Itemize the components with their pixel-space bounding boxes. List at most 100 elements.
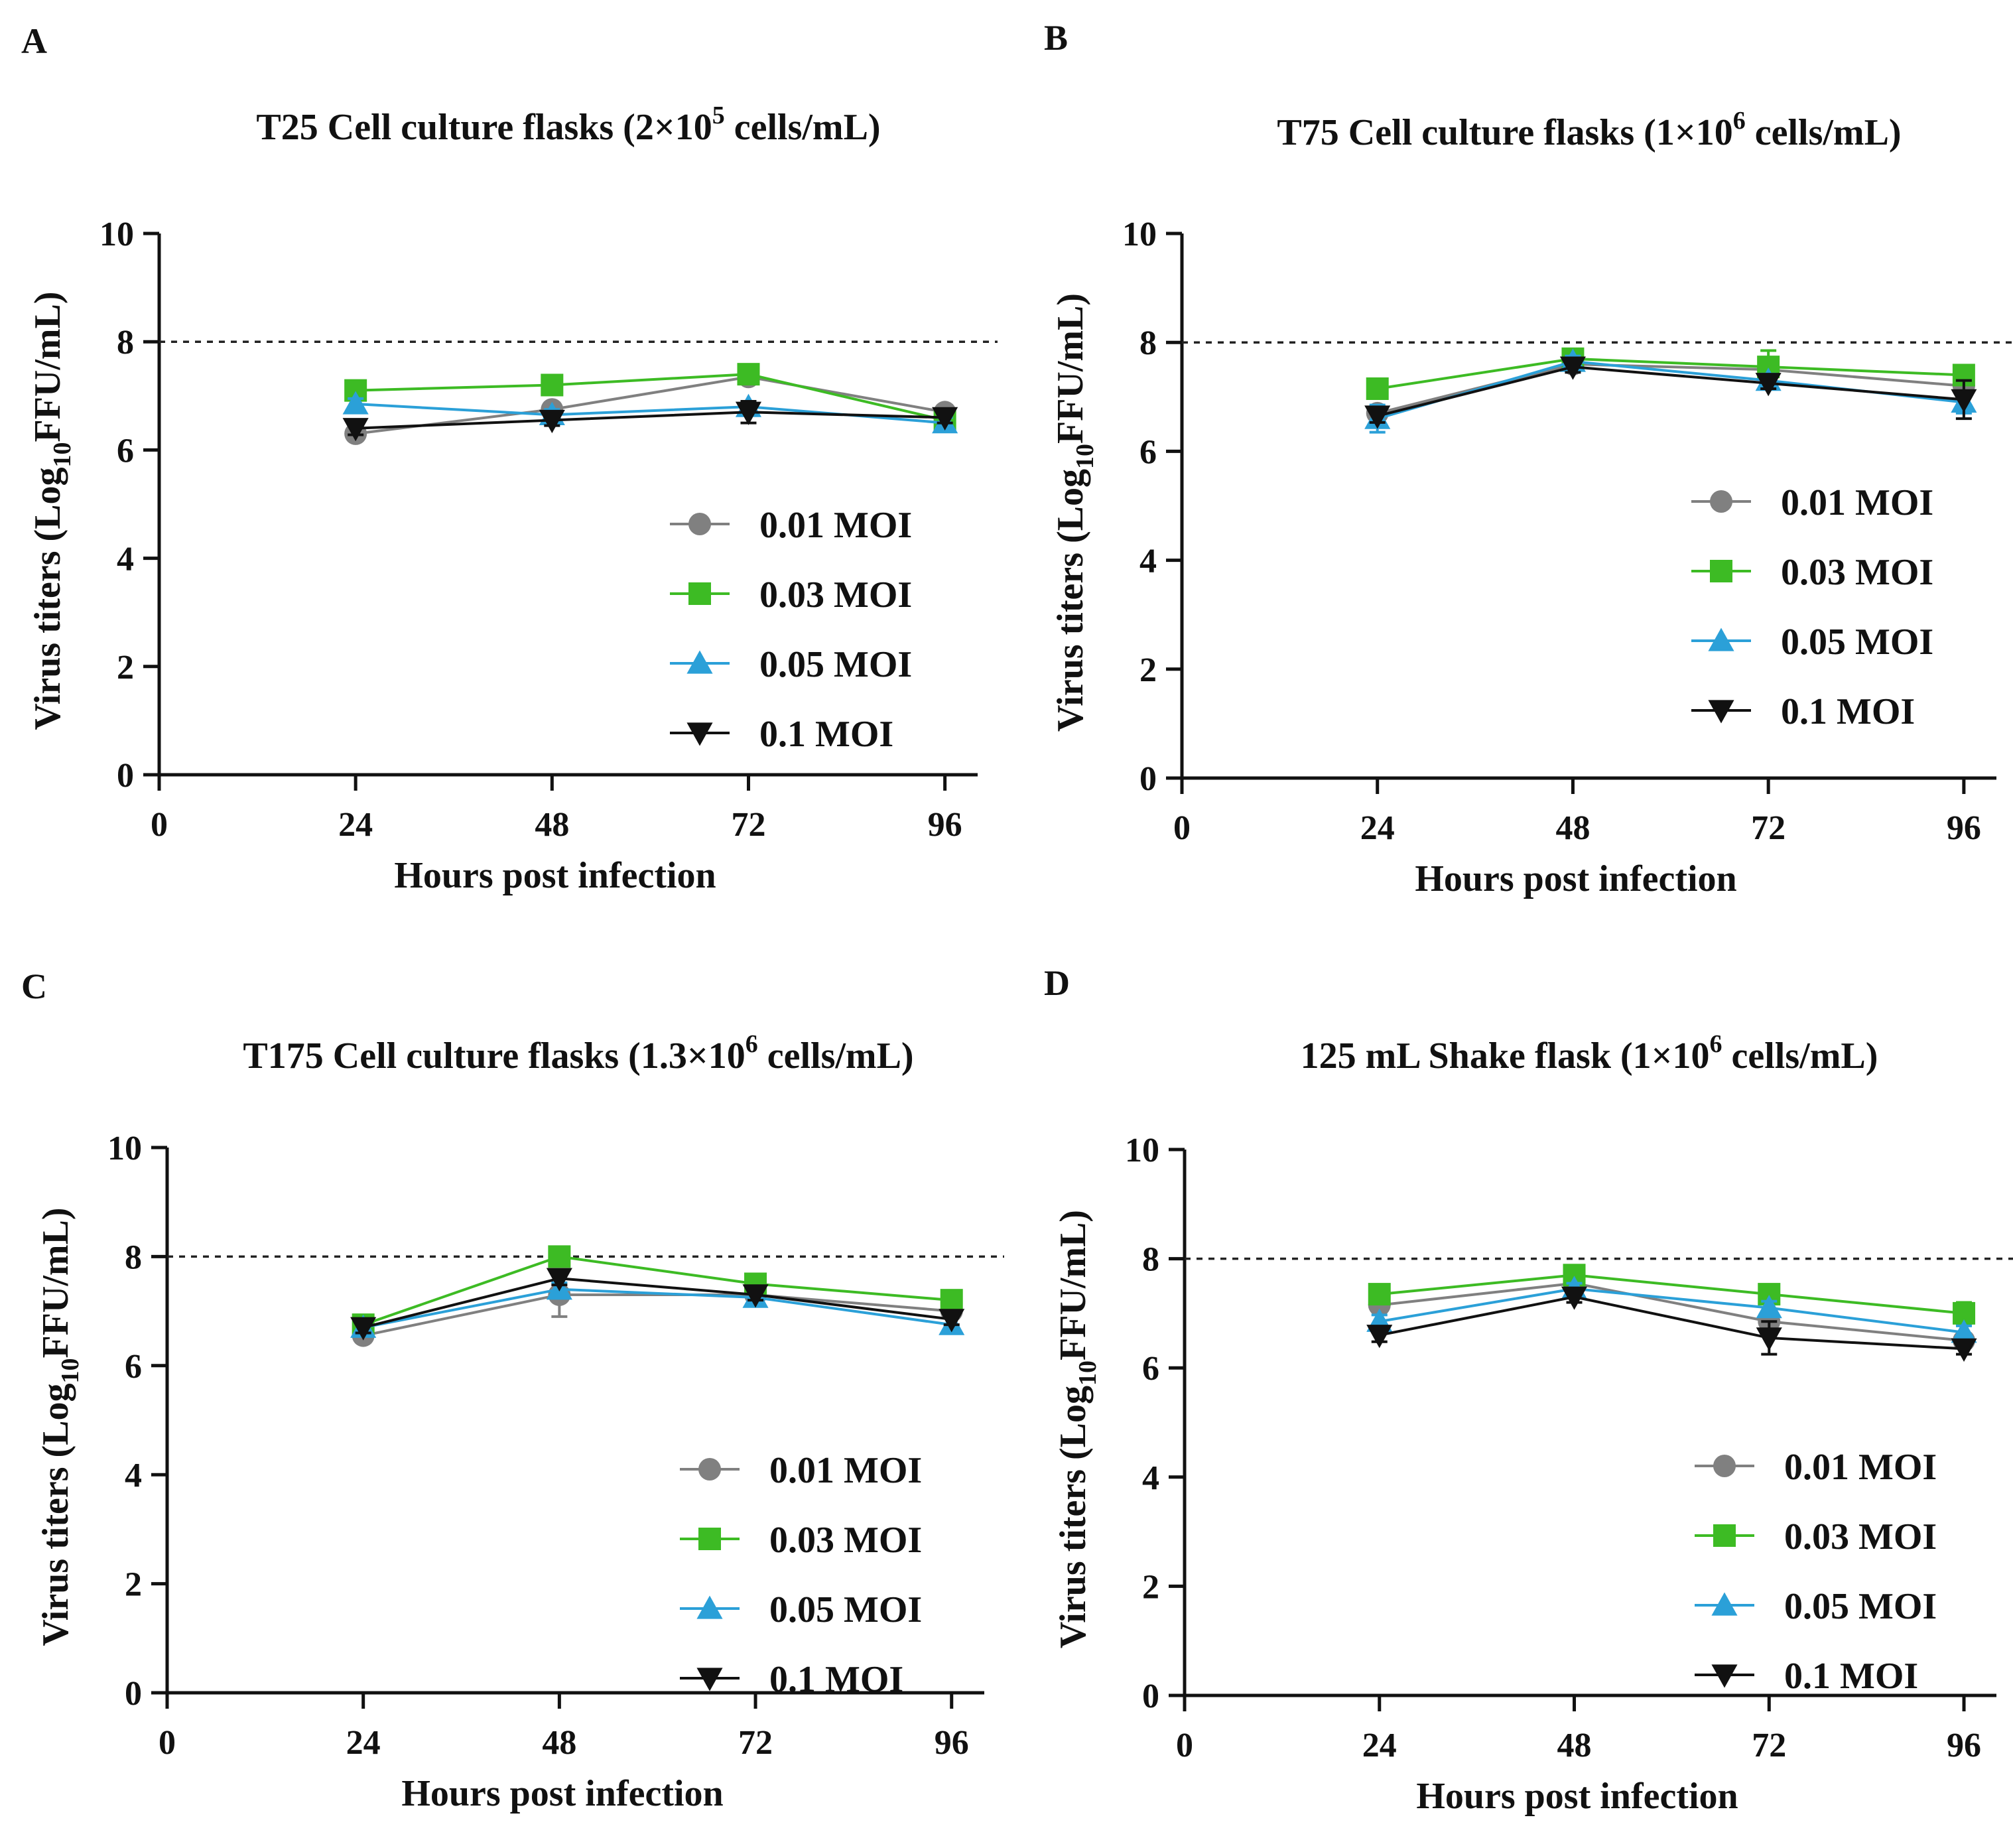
- series-0.1-moi: [1364, 356, 1977, 429]
- legend-marker: [1713, 1455, 1736, 1477]
- x-tick-label: 48: [535, 806, 569, 844]
- y-axis-label-main: Virus titers (Log: [27, 467, 68, 730]
- data-point: [1951, 1338, 1977, 1362]
- data-point: [342, 391, 369, 415]
- legend-entry: 0.01 MOI: [1781, 482, 1933, 523]
- series-0.03-moi: [352, 1245, 963, 1337]
- y-tick-label: 8: [1139, 324, 1157, 362]
- y-tick-label: 6: [1142, 1350, 1159, 1388]
- series-line: [1377, 365, 1965, 417]
- x-tick-label: 72: [1752, 1727, 1786, 1764]
- legend-entry: 0.03 MOI: [1784, 1516, 1937, 1557]
- y-tick-label: 4: [125, 1457, 142, 1494]
- y-axis-label: Virus titers (Log10FFU/mL): [1050, 293, 1099, 732]
- legend-entry: 0.05 MOI: [1784, 1586, 1937, 1627]
- y-tick-label: 2: [117, 649, 134, 687]
- x-tick-label: 96: [1947, 1727, 1981, 1764]
- chart-title: T75 Cell culture flasks (1×106 cells/mL): [1277, 107, 1901, 153]
- series-line: [356, 411, 945, 430]
- data-point: [940, 1289, 963, 1312]
- y-tick-label: 10: [1122, 216, 1157, 253]
- x-axis-label: Hours post infection: [1416, 1776, 1738, 1817]
- y-axis-label-subscript: 10: [1071, 444, 1099, 469]
- legend-entry: 0.05 MOI: [769, 1589, 922, 1630]
- series-0.03-moi: [1368, 1264, 1976, 1326]
- x-tick-label: 24: [338, 806, 373, 844]
- data-point: [939, 1309, 965, 1333]
- legend-marker: [696, 1668, 723, 1691]
- x-tick-label: 96: [1947, 809, 1981, 847]
- x-axis-label: Hours post infection: [394, 855, 716, 896]
- chart-panel-b: B T75 Cell culture flasks (1×106 cells/mL…: [1044, 18, 2013, 899]
- x-tick-label: 0: [159, 1724, 176, 1762]
- legend-entry: 0.03 MOI: [759, 574, 912, 616]
- x-tick-label: 96: [928, 806, 962, 844]
- chart-title-main: T175 Cell culture flasks (1.3×10: [243, 1035, 745, 1077]
- x-tick-label: 72: [731, 806, 765, 844]
- series-0.1-moi: [350, 1268, 965, 1341]
- legend-marker: [698, 1458, 721, 1481]
- legend-marker: [1708, 700, 1734, 724]
- series-line: [355, 375, 945, 435]
- y-tick-label: 8: [125, 1238, 142, 1276]
- y-axis-label-tail: FFU/mL): [27, 291, 68, 442]
- chart-title: 125 mL Shake flask (1×106 cells/mL): [1301, 1030, 1878, 1077]
- y-tick-label: 2: [1142, 1568, 1159, 1606]
- y-tick-label: 10: [1125, 1132, 1159, 1169]
- legend-entry: 0.03 MOI: [769, 1520, 922, 1561]
- chart-title: T25 Cell culture flasks (2×105 cells/mL): [256, 101, 880, 148]
- legend-entry: 0.1 MOI: [759, 714, 893, 755]
- y-axis-label-tail: FFU/mL): [35, 1207, 76, 1358]
- data-point: [1951, 389, 1977, 413]
- series-0.01-moi: [344, 365, 956, 445]
- legend-entry: 0.1 MOI: [769, 1659, 903, 1700]
- chart-title-tail: cells/mL): [1722, 1035, 1878, 1077]
- legend-marker: [698, 1528, 721, 1550]
- y-tick-label: 8: [1142, 1241, 1159, 1279]
- data-point: [735, 401, 762, 425]
- x-tick-label: 48: [542, 1724, 576, 1762]
- chart-title-superscript: 6: [746, 1030, 758, 1058]
- data-point: [742, 1284, 769, 1308]
- x-axis-label: Hours post infection: [1415, 858, 1736, 899]
- series-line: [1379, 1274, 1965, 1315]
- panel-label: B: [1044, 18, 1068, 58]
- data-point: [737, 363, 760, 386]
- x-axis-label: Hours post infection: [401, 1773, 723, 1814]
- legend-marker: [1710, 560, 1732, 582]
- data-point: [1364, 405, 1391, 429]
- data-point: [546, 1268, 572, 1291]
- panel-label: A: [21, 21, 47, 61]
- legend-entry: 0.05 MOI: [759, 644, 912, 685]
- x-tick-label: 96: [935, 1724, 969, 1762]
- data-point: [1366, 1325, 1393, 1349]
- legend-marker: [696, 1595, 723, 1619]
- x-tick-label: 48: [1555, 809, 1590, 847]
- series-line: [1377, 357, 1964, 390]
- data-point: [539, 409, 565, 434]
- chart-title-tail: cells/mL): [1746, 112, 1902, 153]
- x-tick-label: 0: [1173, 809, 1191, 847]
- chart-title-main: T75 Cell culture flasks (1×10: [1277, 112, 1732, 153]
- series-0.1-moi: [342, 399, 958, 442]
- y-tick-label: 2: [125, 1566, 142, 1604]
- legend: 0.01 MOI 0.03 MOI 0.05 MOI 0.1 MOI: [1691, 482, 1933, 732]
- data-point: [342, 418, 369, 442]
- x-tick-label: 0: [151, 806, 168, 844]
- x-tick-label: 0: [1176, 1727, 1193, 1764]
- y-tick-label: 6: [125, 1348, 142, 1386]
- x-tick-label: 48: [1557, 1727, 1592, 1764]
- series-line: [1379, 1282, 1965, 1343]
- legend-marker: [1710, 490, 1732, 513]
- y-tick-label: 6: [117, 432, 134, 470]
- chart-title-main: 125 mL Shake flask (1×10: [1301, 1035, 1710, 1077]
- y-tick-label: 2: [1139, 651, 1157, 689]
- chart-title-tail: cells/mL): [758, 1035, 914, 1077]
- data-point: [1366, 377, 1389, 400]
- x-tick-label: 24: [346, 1724, 381, 1762]
- chart-title-main: T25 Cell culture flasks (2×10: [256, 107, 712, 148]
- legend-entry: 0.01 MOI: [769, 1450, 922, 1491]
- y-axis-label-subscript: 10: [56, 1358, 84, 1383]
